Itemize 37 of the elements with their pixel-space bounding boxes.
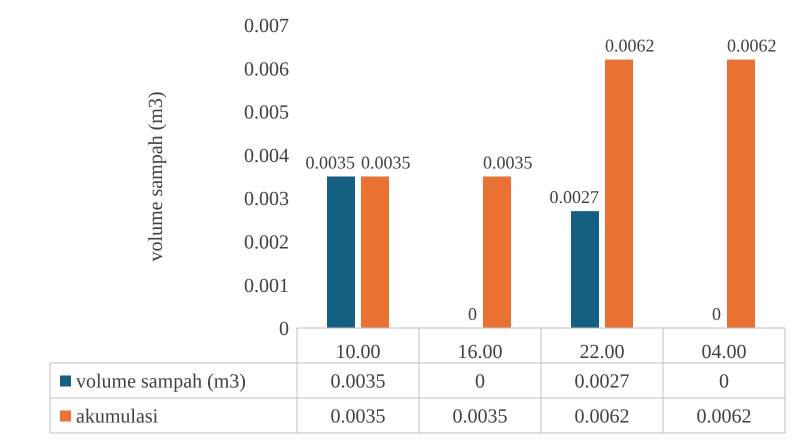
y-tick-label: 0.002 [244, 232, 289, 254]
y-tick-label: 0.007 [244, 15, 289, 38]
y-tick-label: 0.003 [244, 188, 289, 210]
x-tick-label: 10.00 [336, 341, 380, 364]
y-tick-label: 0.001 [244, 274, 289, 297]
bar [605, 60, 633, 328]
data-label: 0 [475, 370, 485, 392]
annotation: 0 [468, 304, 477, 324]
y-tick-label: 0.005 [244, 102, 289, 124]
annotation: 0.0035 [483, 152, 532, 172]
x-tick-label: 22.00 [580, 341, 624, 364]
annotation: 0.0035 [361, 152, 410, 172]
x-tick-label: 16.00 [458, 341, 502, 364]
data-label: 0.0062 [574, 406, 630, 428]
data-label: 0.0027 [574, 370, 630, 392]
data-label: 0.0035 [330, 370, 386, 392]
bar [361, 176, 389, 328]
y-tick-label: 0.006 [244, 58, 289, 80]
bar [571, 211, 599, 328]
annotation: 0 [712, 304, 721, 324]
data-label: 0 [719, 370, 729, 392]
bar [483, 176, 511, 328]
annotation: 0.0062 [605, 36, 654, 56]
annotation: 0.0027 [550, 187, 599, 208]
y-tick-label: 0.004 [244, 144, 289, 167]
legend-label: volume sampah (m3) [76, 370, 246, 392]
data-label: 0.0062 [696, 406, 752, 428]
data-label: 0.0035 [452, 406, 508, 428]
data-label: 0.0035 [330, 406, 386, 428]
y-axis-title: volume sampah (m3) [145, 92, 168, 262]
bar [327, 176, 355, 328]
y-tick-label: 0 [279, 318, 289, 340]
x-tick-label: 04.00 [702, 341, 746, 364]
annotation: 0.0062 [727, 36, 776, 56]
legend-label: akumulasi [76, 406, 159, 428]
bar [727, 60, 755, 328]
annotation: 0.0035 [306, 152, 355, 172]
